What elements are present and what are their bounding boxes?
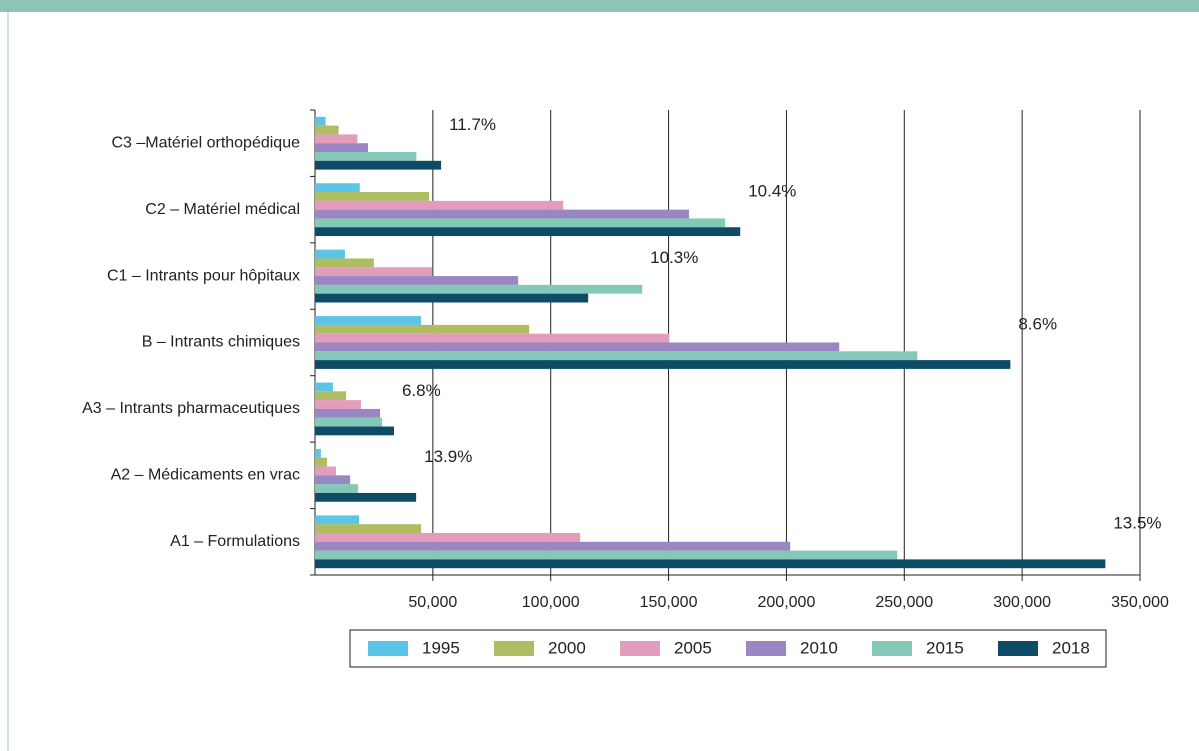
y-tick-label: A1 – Formulations	[170, 533, 300, 550]
bar	[315, 333, 670, 343]
bar	[315, 143, 369, 153]
bar	[315, 200, 564, 210]
bar	[315, 209, 690, 219]
bar	[315, 324, 530, 334]
annotation: 13.9%	[424, 447, 472, 466]
bar	[315, 559, 1106, 569]
bar	[315, 227, 741, 237]
legend-box	[349, 629, 1107, 668]
bar	[315, 183, 360, 193]
annotation: 10.3%	[650, 248, 698, 267]
bar	[315, 152, 417, 161]
y-tick-label: C2 – Matériel médical	[145, 201, 300, 218]
top-band	[0, 0, 1199, 12]
y-tick-label: A3 – Intrants pharmaceutiques	[82, 400, 300, 417]
bar	[315, 400, 361, 409]
y-tick-label: A2 – Médicaments en vrac	[111, 467, 300, 484]
bar	[315, 448, 321, 458]
bar	[315, 116, 326, 126]
bar	[315, 492, 417, 502]
legend-label: 2015	[926, 638, 964, 657]
y-tick-label: B – Intrants chimiques	[142, 334, 300, 351]
legend-label: 2005	[674, 638, 712, 657]
legend-swatch	[746, 641, 786, 656]
bar	[315, 276, 519, 285]
legend-swatch	[998, 641, 1038, 656]
legend-swatch	[494, 641, 534, 656]
bar	[315, 360, 1011, 369]
legend-swatch	[872, 641, 912, 656]
legend-swatch	[620, 641, 660, 656]
x-tick-label: 50,000	[408, 594, 457, 611]
bar	[315, 515, 360, 525]
legend-label: 2018	[1052, 638, 1090, 657]
x-tick-label: 300,000	[993, 594, 1051, 611]
bar	[315, 524, 422, 533]
bar	[315, 249, 345, 259]
legend-label: 2010	[800, 638, 838, 657]
x-tick-label: 100,000	[522, 594, 580, 611]
legend-swatch	[368, 641, 408, 656]
bar	[315, 541, 791, 551]
bar	[315, 417, 382, 427]
annotation: 13.5%	[1113, 514, 1161, 533]
bar	[315, 218, 726, 228]
y-tick-label: C3 –Matériel orthopédique	[111, 134, 300, 151]
x-tick-label: 350,000	[1111, 594, 1169, 611]
bar	[315, 532, 581, 542]
bar	[315, 342, 840, 352]
annotation: 8.6%	[1018, 314, 1057, 333]
bar	[315, 382, 333, 392]
bar	[315, 258, 374, 268]
x-tick-label: 150,000	[640, 594, 698, 611]
annotation: 6.8%	[402, 381, 441, 400]
bar	[315, 391, 347, 401]
bar	[315, 550, 898, 560]
bar	[315, 351, 918, 361]
bar	[315, 192, 430, 201]
bar	[315, 316, 422, 325]
bar	[315, 426, 394, 436]
bar	[315, 284, 643, 294]
bar	[315, 484, 359, 493]
bar	[315, 160, 442, 170]
bar	[315, 475, 351, 485]
bar	[315, 293, 589, 303]
annotation: 11.7%	[449, 115, 496, 134]
bar	[315, 408, 381, 418]
y-tick-label: C1 – Intrants pour hôpitaux	[107, 267, 300, 284]
bar	[315, 125, 339, 135]
bar	[315, 267, 433, 277]
bar	[315, 466, 336, 476]
legend-label: 2000	[548, 638, 586, 657]
legend-label: 1995	[422, 638, 460, 657]
x-tick-label: 200,000	[758, 594, 816, 611]
annotation: 10.4%	[748, 182, 796, 201]
bar	[315, 457, 328, 467]
bar	[315, 134, 358, 144]
x-tick-label: 250,000	[875, 594, 933, 611]
